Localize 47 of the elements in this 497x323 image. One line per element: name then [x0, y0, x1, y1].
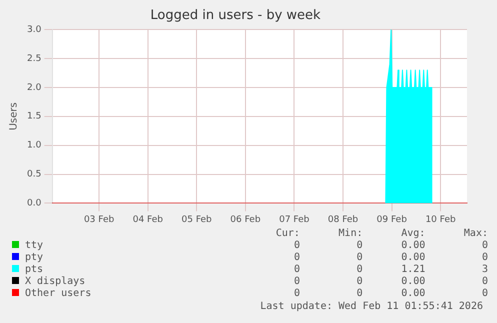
x-tick-label: 07 Feb [279, 214, 310, 225]
text: Last update: Wed Feb 11 01:55:41 2026 [259, 301, 484, 312]
y-tick-label: 1.0 [26, 140, 42, 151]
y-tick-label: 2.5 [26, 54, 42, 64]
legend-label: Other users [24, 288, 92, 300]
text: 0.00 [400, 288, 426, 300]
y-tick-label: 3.0 [26, 24, 42, 35]
y-tick-label: 1.5 [26, 112, 42, 122]
x-tick-label: 04 Feb [132, 214, 164, 225]
text: 0 [292, 264, 300, 276]
text: 0 [356, 276, 363, 288]
y-tick-label: 0.5 [26, 170, 42, 180]
text: 0 [356, 240, 363, 252]
text: 0 [480, 288, 488, 300]
chart-title: Logged in users - by week [150, 8, 322, 24]
text: 0 [356, 264, 363, 276]
legend-label: tty [24, 240, 44, 252]
legend-label: pts [24, 264, 44, 276]
text: 0 [292, 252, 300, 264]
text: 0 [480, 276, 488, 288]
text: 0.00 [400, 240, 426, 252]
text: 0 [480, 252, 488, 264]
text: Cur: [274, 228, 300, 240]
y-tick-label: 2.0 [26, 82, 42, 93]
y-tick-label: 0.0 [26, 198, 42, 209]
text: Min: [338, 228, 363, 240]
text: 0 [292, 276, 300, 288]
text: Max: [462, 228, 488, 240]
x-tick-label: 08 Feb [328, 214, 358, 225]
text: 0 [480, 240, 488, 252]
x-tick-label: 03 Feb [84, 214, 114, 225]
text: Avg: [400, 228, 426, 240]
text: 1.21 [400, 264, 426, 276]
x-tick-label: 10 Feb [425, 214, 456, 225]
x-tick-label: 06 Feb [230, 214, 261, 225]
text: 3 [480, 264, 488, 276]
x-tick-label: 05 Feb [182, 214, 212, 225]
text: 0.00 [400, 276, 426, 288]
y-axis-title: Users [8, 102, 20, 130]
legend-label: pty [24, 252, 44, 264]
x-tick-label: 09 Feb [376, 214, 408, 225]
legend-label: X displays [24, 276, 86, 288]
text: 0 [292, 240, 300, 252]
text: 0 [292, 288, 300, 300]
text: 0 [356, 288, 363, 300]
text: 0.00 [400, 252, 426, 264]
text: 0 [356, 252, 363, 264]
